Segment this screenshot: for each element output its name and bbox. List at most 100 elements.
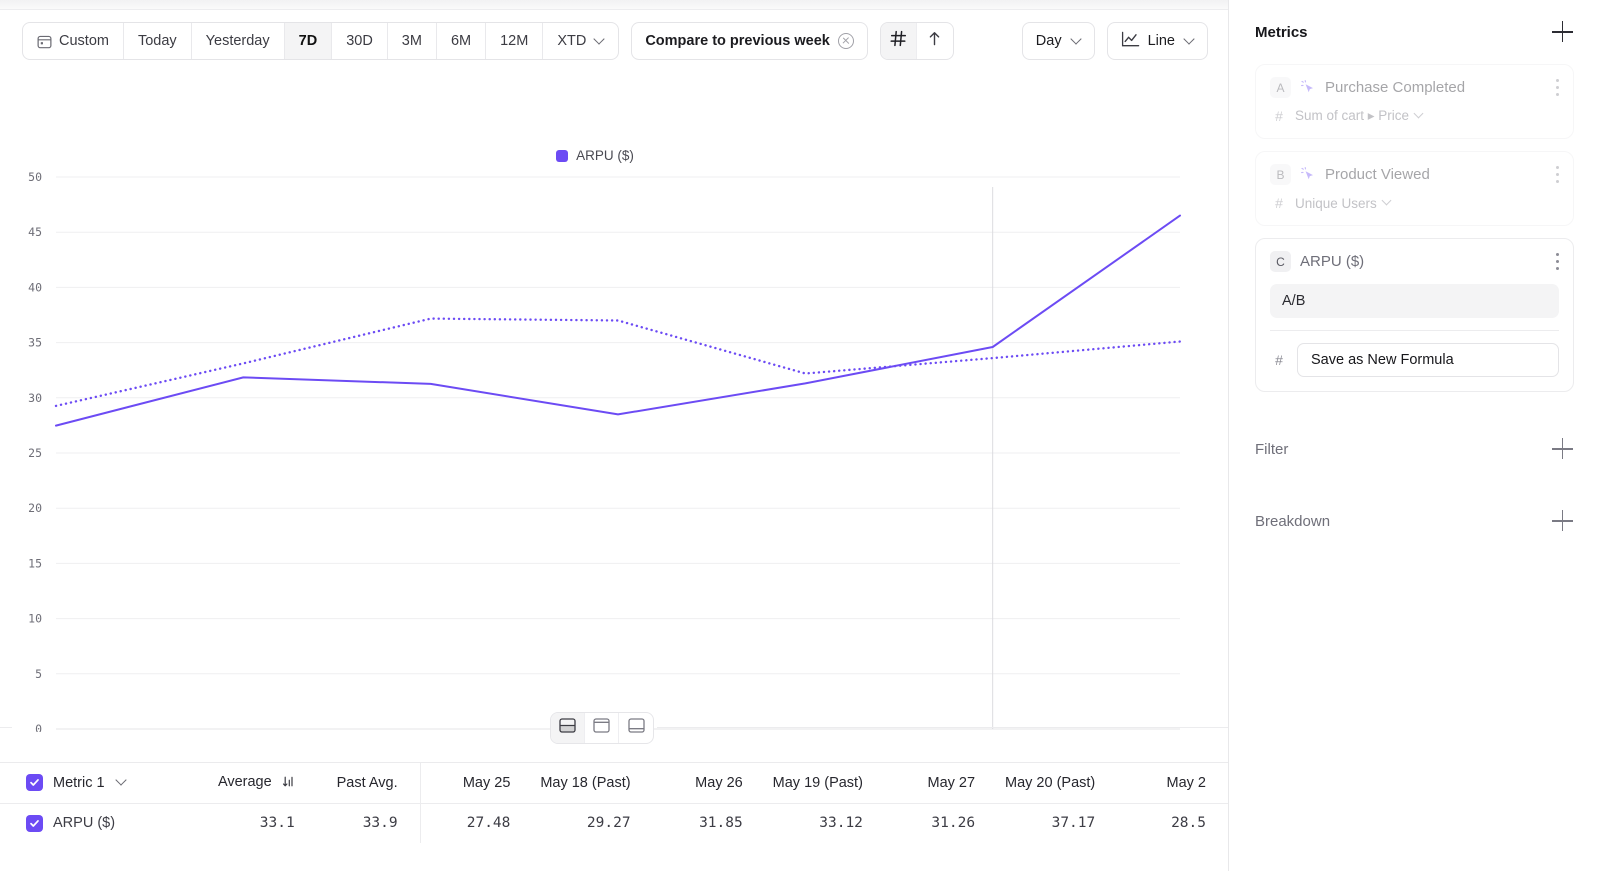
header-average[interactable]: Average (210, 763, 316, 803)
save-as-new-formula-button[interactable]: Save as New Formula (1297, 343, 1559, 377)
metric-card-c[interactable]: C ARPU ($) A/B # Save as New Formula (1255, 238, 1574, 392)
date-range-custom-label: Custom (59, 33, 109, 49)
divider-right (657, 727, 1228, 728)
breakdown-label: Breakdown (1255, 512, 1331, 530)
add-metric-button[interactable] (1552, 21, 1574, 43)
cell-may-18-past: 29.27 (586, 815, 631, 832)
cell-average: 33.1 (259, 815, 295, 832)
header-may-27-label: May 27 (927, 774, 976, 791)
chart-only-button[interactable] (585, 713, 619, 743)
calendar-icon (37, 34, 52, 49)
header-may-28[interactable]: May 2 (1117, 763, 1228, 803)
metric-aggregation-a[interactable]: Sum of cart ▸ Price (1295, 108, 1423, 124)
date-range-7d-label: 7D (298, 33, 318, 49)
save-formula-row: # Save as New Formula (1270, 343, 1559, 377)
metric-card-b-aggregation[interactable]: # Unique Users (1270, 195, 1559, 211)
split-view-button[interactable] (551, 713, 585, 743)
metric-badge-a: A (1270, 77, 1291, 98)
header-may-25[interactable]: May 25 (419, 763, 533, 803)
more-vertical-icon[interactable] (1555, 253, 1559, 270)
date-range-yesterday[interactable]: Yesterday (192, 23, 285, 59)
date-range-3m[interactable]: 3M (388, 23, 437, 59)
close-circle-icon[interactable] (837, 33, 854, 49)
hash-icon: # (1275, 108, 1283, 124)
chart-series-current (55, 214, 1181, 427)
date-range-30d[interactable]: 30D (332, 23, 388, 59)
metric-card-b[interactable]: B Product Viewed # Unique Users (1255, 151, 1574, 226)
metric-name-c: ARPU ($) (1300, 253, 1365, 270)
top-strip (0, 0, 1228, 10)
chevron-down-icon[interactable] (117, 776, 126, 785)
metric-aggregation-b[interactable]: Unique Users (1295, 196, 1391, 211)
date-range-xtd[interactable]: XTD (543, 23, 618, 59)
add-breakdown-button[interactable] (1552, 510, 1574, 532)
metric-name-b: Product Viewed (1325, 166, 1430, 183)
formula-input[interactable]: A/B (1270, 284, 1559, 318)
chevron-down-icon (1383, 197, 1391, 205)
date-range-today[interactable]: Today (124, 23, 192, 59)
header-past-avg[interactable]: Past Avg. (317, 763, 420, 803)
chevron-down-icon (1072, 35, 1081, 44)
chevron-down-icon (595, 35, 604, 44)
metric-badge-c: C (1270, 251, 1291, 272)
date-range-6m-label: 6M (450, 33, 472, 49)
header-may-18-past[interactable]: May 18 (Past) (532, 763, 652, 803)
date-range-7d[interactable]: 7D (284, 23, 333, 59)
y-axis-tick-label: 10 (28, 612, 42, 626)
hash-icon: # (1275, 352, 1283, 368)
header-may-25-label: May 25 (462, 774, 511, 791)
more-vertical-icon[interactable] (1555, 79, 1559, 96)
line-chart-icon (1121, 31, 1140, 52)
toolbar: Custom Today Yesterday 7D 30D 3M (0, 10, 1228, 72)
header-may-20-past[interactable]: May 20 (Past) (997, 763, 1117, 803)
y-axis-tick-label: 25 (28, 446, 42, 460)
date-range-yesterday-label: Yesterday (205, 33, 270, 49)
grid-toggle-button[interactable] (880, 23, 917, 59)
granularity-dropdown[interactable]: Day (1021, 22, 1095, 60)
table-row[interactable]: ARPU ($) 33.1 33.9 27.48 29.27 31.85 33.… (0, 803, 1228, 843)
header-may-18-past-label: May 18 (Past) (540, 774, 631, 791)
more-vertical-icon[interactable] (1555, 166, 1559, 183)
layout-view-toggle[interactable] (550, 712, 654, 744)
sort-icon[interactable] (282, 775, 295, 792)
date-range-custom[interactable]: Custom (23, 23, 124, 59)
metrics-title: Metrics (1255, 23, 1308, 41)
chart-tools-group[interactable] (879, 22, 954, 60)
chart-type-dropdown[interactable]: Line (1106, 22, 1208, 60)
date-range-today-label: Today (137, 33, 177, 49)
header-metric-label: Metric 1 (53, 774, 105, 791)
arrow-up-icon (926, 30, 943, 52)
date-range-12m[interactable]: 12M (486, 23, 544, 59)
date-range-6m[interactable]: 6M (437, 23, 487, 59)
row-metric-name-cell: ARPU ($) (0, 803, 210, 843)
header-may-27[interactable]: May 27 (885, 763, 997, 803)
metric-badge-b: B (1270, 164, 1291, 185)
date-range-xtd-label: XTD (557, 33, 587, 49)
table-body: ARPU ($) 33.1 33.9 27.48 29.27 31.85 33.… (0, 803, 1228, 843)
export-button[interactable] (917, 23, 953, 59)
add-filter-button[interactable] (1552, 438, 1574, 460)
main-panel: Custom Today Yesterday 7D 30D 3M (0, 0, 1228, 871)
cell-may-28: 28.5 (1171, 815, 1206, 832)
compare-period-chip[interactable]: Compare to previous week (631, 22, 868, 60)
metrics-table[interactable]: Metric 1 Average (0, 762, 1228, 871)
table-only-button[interactable] (619, 713, 653, 743)
metric-card-a-aggregation[interactable]: # Sum of cart ▸ Price (1270, 108, 1559, 124)
header-metric[interactable]: Metric 1 (0, 763, 210, 803)
y-axis-tick-label: 50 (28, 170, 42, 184)
row-checkbox[interactable] (26, 814, 43, 832)
select-all-checkbox[interactable] (26, 774, 43, 792)
header-past-avg-label: Past Avg. (336, 774, 398, 791)
metric-card-a[interactable]: A Purchase Completed # Sum of cart ▸ Pri… (1255, 64, 1574, 139)
cell-may-19-past: 33.12 (819, 815, 863, 832)
date-range-segmented-control[interactable]: Custom Today Yesterday 7D 30D 3M (22, 22, 620, 60)
header-may-20-past-label: May 20 (Past) (1005, 774, 1096, 791)
cursor-click-icon (1300, 79, 1316, 96)
y-axis-tick-label: 45 (28, 225, 42, 239)
split-view-icon (559, 718, 576, 738)
header-may-26[interactable]: May 26 (653, 763, 765, 803)
header-may-19-past[interactable]: May 19 (Past) (765, 763, 885, 803)
breakdown-section: Breakdown (1255, 510, 1574, 532)
